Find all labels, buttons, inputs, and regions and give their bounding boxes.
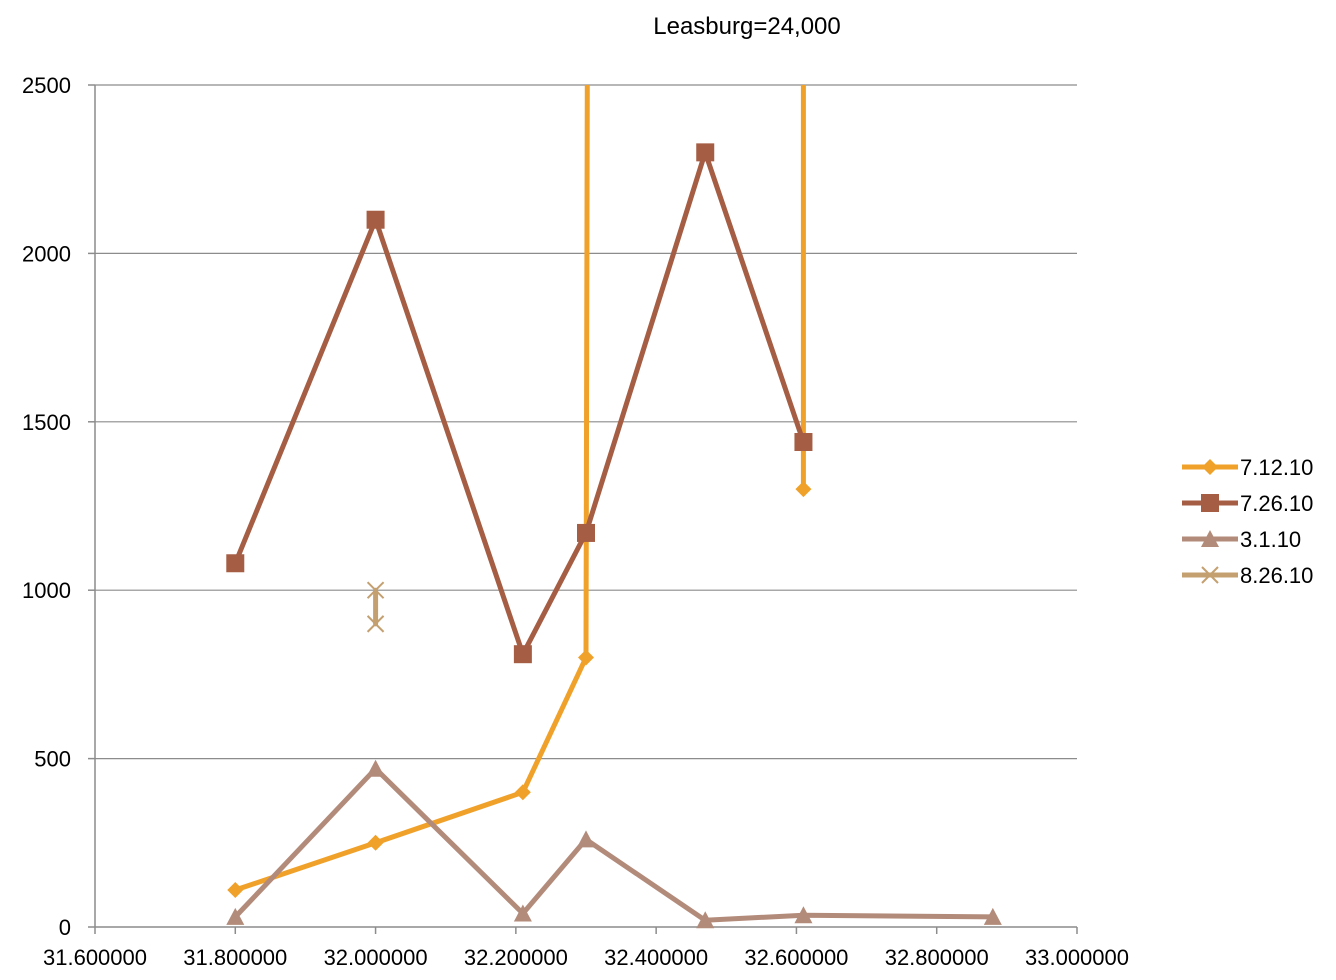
y-tick-label: 1500	[22, 410, 71, 435]
data-point	[794, 433, 813, 452]
x-tick-label: 31.800000	[183, 945, 287, 970]
legend-item: 8.26.10	[1182, 563, 1313, 588]
data-point	[795, 481, 812, 498]
data-point	[696, 911, 715, 929]
legend-swatch-marker	[1201, 566, 1219, 584]
y-tick-label: 500	[34, 747, 71, 772]
x-tick-label: 32.200000	[464, 945, 568, 970]
y-tick-label: 2000	[22, 241, 71, 266]
data-point	[577, 523, 595, 542]
y-tick-label: 2500	[22, 73, 71, 98]
legend-item: 7.12.10	[1182, 455, 1313, 480]
legend-label: 7.12.10	[1240, 455, 1313, 480]
data-point	[367, 834, 384, 851]
x-tick-label: 32.400000	[604, 945, 708, 970]
plot-area	[232, 85, 996, 923]
y-tick-label: 1000	[22, 578, 71, 603]
legend: 7.12.10 7.26.10 3.1.10 8.26.10	[1182, 455, 1313, 588]
x-tick-label: 31.600000	[43, 945, 147, 970]
x-tick-label: 32.800000	[885, 945, 989, 970]
legend-swatch-marker	[1201, 530, 1219, 547]
series-line	[232, 766, 996, 923]
data-point	[226, 907, 245, 925]
data-point	[226, 554, 245, 573]
series-line	[232, 149, 806, 657]
x-tick-label: 32.000000	[324, 945, 428, 970]
data-point	[794, 906, 813, 924]
data-point	[983, 907, 1002, 925]
data-point	[514, 784, 531, 801]
data-point	[578, 649, 594, 666]
x-tick-label: 33.000000	[1025, 945, 1129, 970]
legend-label: 7.26.10	[1240, 491, 1313, 516]
series-line	[232, 85, 806, 893]
legend-swatch-marker	[1202, 459, 1218, 475]
data-point	[513, 904, 532, 922]
x-tick-label: 32.600000	[744, 945, 848, 970]
data-point	[513, 645, 532, 664]
legend-label: 3.1.10	[1240, 527, 1301, 552]
data-point	[577, 830, 595, 848]
legend-item: 7.26.10	[1182, 491, 1313, 516]
legend-item: 3.1.10	[1182, 527, 1301, 552]
data-point	[366, 759, 385, 777]
legend-label: 8.26.10	[1240, 563, 1313, 588]
data-point	[696, 143, 715, 162]
markers	[226, 143, 1002, 929]
data-point	[366, 615, 385, 633]
y-tick-label: 0	[59, 915, 71, 940]
axes: 0 500 1000 1500 2000 2500 31.600000 31.800000 32…	[22, 73, 1129, 970]
data-point	[366, 210, 385, 229]
legend-swatch-marker	[1201, 494, 1219, 512]
chart-title: Leasburg=24,000	[653, 13, 841, 40]
data-point	[227, 881, 244, 898]
data-point	[366, 581, 385, 599]
